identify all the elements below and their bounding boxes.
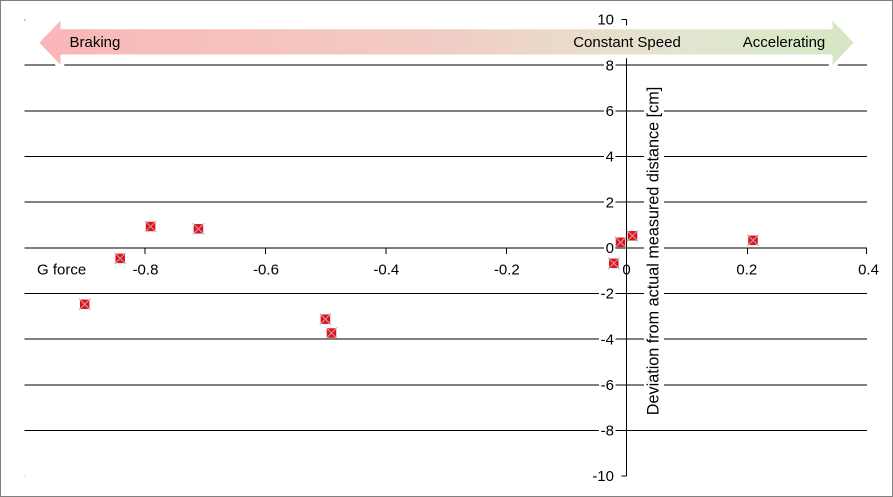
svg-text:Braking: Braking <box>70 34 121 51</box>
svg-text:0: 0 <box>606 240 614 257</box>
svg-text:-0.4: -0.4 <box>373 262 399 279</box>
svg-text:-4: -4 <box>601 331 614 348</box>
svg-text:-0.6: -0.6 <box>253 262 279 279</box>
svg-text:Constant Speed: Constant Speed <box>573 34 681 51</box>
svg-text:-8: -8 <box>601 423 614 440</box>
svg-text:G force: G force <box>37 262 86 279</box>
svg-text:-6: -6 <box>601 377 614 394</box>
svg-text:0: 0 <box>622 262 630 279</box>
svg-text:6: 6 <box>606 103 614 120</box>
svg-text:8: 8 <box>606 57 614 74</box>
svg-text:0.4: 0.4 <box>858 262 879 279</box>
svg-text:-0.8: -0.8 <box>133 262 159 279</box>
svg-text:0.2: 0.2 <box>736 262 757 279</box>
svg-text:-10: -10 <box>592 468 614 485</box>
svg-text:-2: -2 <box>601 286 614 303</box>
svg-text:Accelerating: Accelerating <box>743 34 826 51</box>
svg-text:2: 2 <box>606 194 614 211</box>
svg-text:Deviation from actual measured: Deviation from actual measured distance … <box>645 87 663 415</box>
svg-text:-0.2: -0.2 <box>494 262 520 279</box>
svg-text:4: 4 <box>606 149 614 166</box>
svg-text:10: 10 <box>597 12 614 29</box>
